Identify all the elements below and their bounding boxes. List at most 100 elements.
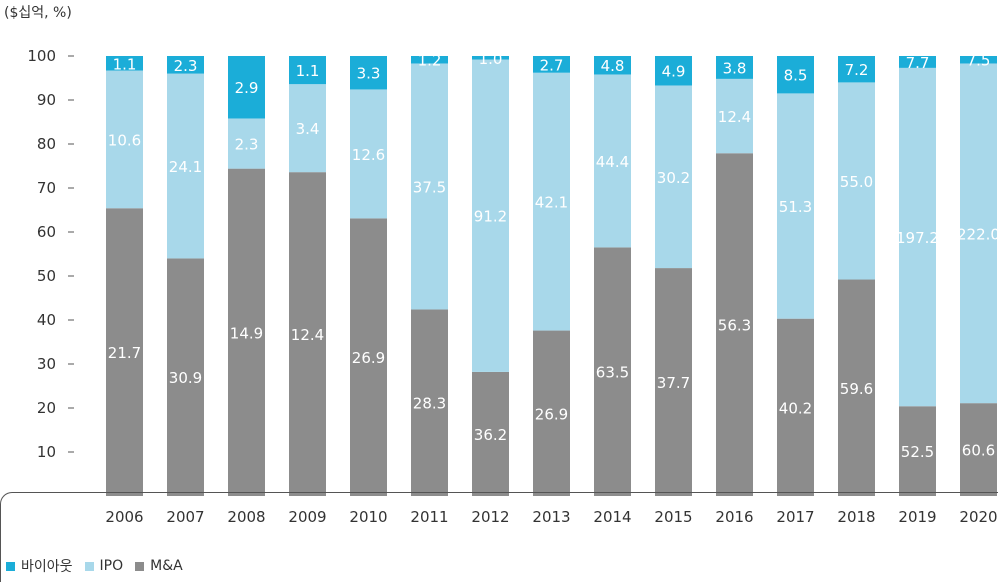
data-label: 42.1 <box>535 194 568 212</box>
data-label: 60.6 <box>962 442 995 460</box>
data-label: 30.2 <box>657 169 690 187</box>
bar-segment-M&A <box>533 330 570 496</box>
data-label: 1.0 <box>479 50 503 68</box>
data-label: 10.6 <box>108 131 141 149</box>
x-tick-label: 2013 <box>532 508 570 526</box>
data-label: 14.9 <box>230 324 263 342</box>
bar-segment-M&A <box>106 208 143 497</box>
y-tick-label: 30 <box>37 355 56 373</box>
data-label: 7.7 <box>906 54 930 72</box>
data-label: 7.2 <box>845 61 869 79</box>
x-tick-label: 2011 <box>410 508 448 526</box>
data-label: 197.2 <box>896 229 939 247</box>
bar-segment-IPO <box>411 63 448 310</box>
data-label: 63.5 <box>596 364 629 382</box>
bar-segment-IPO <box>838 82 875 280</box>
bar-segment-바이아웃 <box>655 56 692 86</box>
x-tick-label: 2012 <box>471 508 509 526</box>
x-tick-label: 2014 <box>593 508 631 526</box>
data-label: 7.5 <box>967 52 991 70</box>
x-tick-label: 2015 <box>654 508 692 526</box>
data-label: 52.5 <box>901 443 934 461</box>
legend-label-ma: M&A <box>150 558 183 574</box>
data-label: 37.5 <box>413 178 446 196</box>
data-label: 28.3 <box>413 395 446 413</box>
data-label: 26.9 <box>352 349 385 367</box>
bar-segment-M&A <box>472 371 509 496</box>
legend-item-ma: M&A <box>135 558 183 574</box>
data-label: 2.3 <box>235 136 259 154</box>
data-label: 12.6 <box>352 146 385 164</box>
frame-border <box>0 492 998 582</box>
bar-segment-M&A <box>838 279 875 496</box>
bar-segment-M&A <box>228 168 265 496</box>
bar-segment-IPO <box>106 70 143 209</box>
x-tick-label: 2019 <box>898 508 936 526</box>
bar-segment-IPO <box>167 73 204 259</box>
legend-swatch-ipo <box>84 561 94 571</box>
bar-segment-M&A <box>167 258 204 496</box>
y-tick-label: 50 <box>37 267 56 285</box>
legend-label-ipo: IPO <box>99 558 124 574</box>
bar-segment-IPO <box>716 78 753 154</box>
bar-segment-바이아웃 <box>716 56 753 79</box>
x-tick-label: 2020 <box>959 508 997 526</box>
data-label: 3.4 <box>296 120 320 138</box>
x-tick-label: 2010 <box>349 508 387 526</box>
bar-segment-바이아웃 <box>533 56 570 73</box>
bar-segment-바이아웃 <box>350 56 387 90</box>
bar-segment-바이아웃 <box>777 56 814 94</box>
data-label: 56.3 <box>718 317 751 335</box>
data-label: 2.9 <box>235 79 259 97</box>
data-label: 1.1 <box>296 62 320 80</box>
data-label: 8.5 <box>784 67 808 85</box>
bar-segment-IPO <box>594 74 631 248</box>
x-tick-label: 2009 <box>288 508 326 526</box>
bar-segment-M&A <box>777 318 814 496</box>
data-label: 40.2 <box>779 399 812 417</box>
data-label: 26.9 <box>535 405 568 423</box>
unit-label: ($십억, %) <box>4 5 72 21</box>
data-label: 2.7 <box>540 56 564 74</box>
bar-segment-IPO <box>472 59 509 372</box>
legend-label-buyout: 바이아웃 <box>21 559 73 575</box>
y-tick-label: 90 <box>37 91 56 109</box>
data-label: 4.8 <box>601 57 625 75</box>
bar-segment-바이아웃 <box>167 56 204 74</box>
legend-swatch-ma <box>135 561 145 571</box>
x-tick-label: 2016 <box>715 508 753 526</box>
bar-segment-IPO <box>350 89 387 219</box>
legend: 바이아웃 IPO M&A <box>6 556 195 576</box>
bar-segment-바이아웃 <box>228 56 265 119</box>
bar-segment-M&A <box>655 268 692 496</box>
bar-segment-M&A <box>594 247 631 496</box>
data-label: 222.0 <box>957 225 1000 243</box>
data-label: 91.2 <box>474 208 507 226</box>
bar-segment-IPO <box>960 63 997 404</box>
data-label: 12.4 <box>718 108 751 126</box>
y-tick-label: 20 <box>37 399 56 417</box>
y-tick-label: 70 <box>37 179 56 197</box>
bar-segment-M&A <box>411 309 448 496</box>
bar-segment-IPO <box>777 93 814 319</box>
x-tick-label: 2017 <box>776 508 814 526</box>
bar-segment-바이아웃 <box>411 56 448 64</box>
y-tick-label: 100 <box>27 47 56 65</box>
data-label: 4.9 <box>662 63 686 81</box>
data-label: 3.3 <box>357 65 381 83</box>
bar-segment-M&A <box>899 406 936 496</box>
bar-segment-IPO <box>899 67 936 407</box>
x-tick-label: 2018 <box>837 508 875 526</box>
data-label: 51.3 <box>779 198 812 216</box>
bar-segment-바이아웃 <box>899 56 936 68</box>
legend-swatch-buyout <box>6 561 15 571</box>
y-tick-label: 80 <box>37 135 56 153</box>
bar-segment-바이아웃 <box>106 56 143 71</box>
bar-segment-바이아웃 <box>960 56 997 64</box>
data-label: 24.1 <box>169 158 202 176</box>
bar-segment-IPO <box>655 85 692 269</box>
data-label: 37.7 <box>657 374 690 392</box>
x-tick-label: 2006 <box>105 508 143 526</box>
